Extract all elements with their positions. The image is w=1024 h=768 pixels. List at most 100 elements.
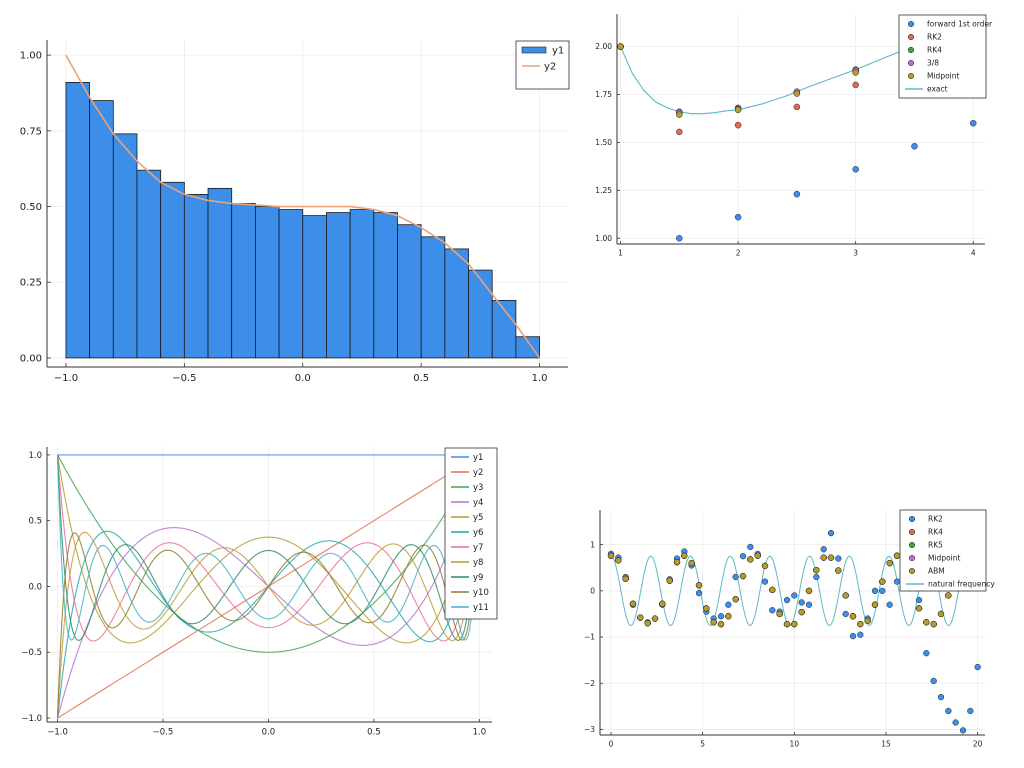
x-tick-label: 0.5 xyxy=(367,728,381,738)
data-point xyxy=(930,620,937,628)
data-point xyxy=(615,557,622,564)
data-point xyxy=(793,90,801,97)
x-tick-label: 0.0 xyxy=(295,373,311,384)
data-point xyxy=(783,596,791,604)
plot-2-legend: y1 y2 y3 y4 y5 y6 y7 y8 y9 y10 y11 xyxy=(444,447,498,620)
data-point xyxy=(915,596,923,604)
plot-3-legend: RK2 RK4 RK5 Midpoint ABM natural frequency xyxy=(899,509,995,592)
x-tick-label: −0.5 xyxy=(172,373,196,384)
data-point xyxy=(637,614,644,621)
histogram-bar xyxy=(160,181,185,359)
data-point xyxy=(659,600,666,607)
data-point xyxy=(791,592,798,599)
y-tick-label: 1.00 xyxy=(595,234,612,243)
x-tick-label: −0.5 xyxy=(153,728,174,738)
x-tick-label: 1 xyxy=(618,249,623,258)
data-point xyxy=(783,620,791,628)
data-point xyxy=(842,592,849,599)
y2-line xyxy=(65,54,541,359)
y-tick-label: 1.75 xyxy=(595,90,612,99)
legend-swatch xyxy=(907,46,915,54)
data-point xyxy=(725,601,732,608)
legend-swatch xyxy=(907,59,915,67)
data-point xyxy=(952,719,959,726)
y-tick-label: 0.5 xyxy=(28,517,42,527)
data-point xyxy=(761,578,769,585)
legend-label: ABM xyxy=(928,567,945,576)
data-point xyxy=(651,615,659,622)
histogram-bar xyxy=(491,299,517,359)
data-point xyxy=(761,562,769,570)
y-tick-label: 1.25 xyxy=(595,186,612,195)
y-tick-label: 0.75 xyxy=(20,126,42,137)
data-point xyxy=(923,650,930,657)
data-point xyxy=(879,578,886,585)
data-point xyxy=(827,529,835,537)
data-point xyxy=(893,578,901,585)
x-tick-label: 5 xyxy=(700,740,705,749)
legend-swatch xyxy=(907,72,915,80)
data-point xyxy=(732,596,739,603)
legend-label: RK4 xyxy=(927,46,942,55)
data-point xyxy=(937,693,945,701)
legend-label: Midpoint xyxy=(928,554,961,563)
data-point xyxy=(849,632,857,640)
legendre-y7-line xyxy=(56,454,480,642)
legend-box xyxy=(444,447,498,620)
legend-label: forward 1st order xyxy=(927,20,993,29)
legend-box xyxy=(898,14,987,99)
data-point xyxy=(754,552,761,559)
data-point xyxy=(886,601,893,608)
histogram-bar xyxy=(515,336,540,359)
legend-label: y5 xyxy=(473,513,483,523)
data-point xyxy=(622,575,629,582)
legend-label: RK5 xyxy=(928,541,943,550)
legend-label: y9 xyxy=(473,573,483,583)
x-tick-label: 2 xyxy=(736,249,741,258)
x-tick-label: 1.0 xyxy=(473,728,487,738)
data-point xyxy=(793,190,801,198)
data-point xyxy=(835,567,842,574)
y-tick-label: 0.00 xyxy=(20,353,42,364)
series-midpoint xyxy=(617,43,859,118)
data-point xyxy=(974,663,981,671)
legend-label: y2 xyxy=(473,468,483,478)
data-point xyxy=(842,610,849,618)
legend-label: y7 xyxy=(473,543,483,553)
data-point xyxy=(747,543,754,551)
data-point xyxy=(937,610,945,618)
y-tick-label: 1.50 xyxy=(595,138,612,147)
data-point xyxy=(734,121,742,129)
data-point xyxy=(673,559,681,566)
histogram-bar xyxy=(231,203,256,359)
histogram-bar xyxy=(183,194,209,359)
y-tick-label: 0.0 xyxy=(28,582,42,592)
legendre-y5-line xyxy=(57,454,480,644)
histogram-bar xyxy=(278,209,304,359)
data-point xyxy=(871,601,879,608)
data-point xyxy=(739,553,747,560)
x-tick-label: 0 xyxy=(609,740,614,749)
data-point xyxy=(798,608,805,616)
data-point xyxy=(911,143,918,150)
data-point xyxy=(734,213,742,221)
data-point xyxy=(725,613,732,620)
y-tick-label: −0.5 xyxy=(21,648,42,658)
histogram-bar xyxy=(302,215,327,359)
histogram-bar xyxy=(89,100,114,359)
x-tick-label: −1.0 xyxy=(47,728,68,738)
data-point xyxy=(857,620,864,628)
histogram-bar xyxy=(444,248,469,359)
y-tick-label: −2 xyxy=(584,679,595,688)
data-point xyxy=(827,554,835,561)
y-tick-label: 1.0 xyxy=(28,451,42,461)
y-tick-label: 1.00 xyxy=(20,51,42,62)
histogram-bar xyxy=(420,236,446,359)
data-point xyxy=(849,613,857,620)
plot-3-axes: 0 5 10 15 20 −3 −2 −1 0 1 xyxy=(584,510,985,749)
histogram-bar xyxy=(207,187,233,359)
histogram-bar xyxy=(136,169,162,359)
data-point xyxy=(666,577,673,584)
